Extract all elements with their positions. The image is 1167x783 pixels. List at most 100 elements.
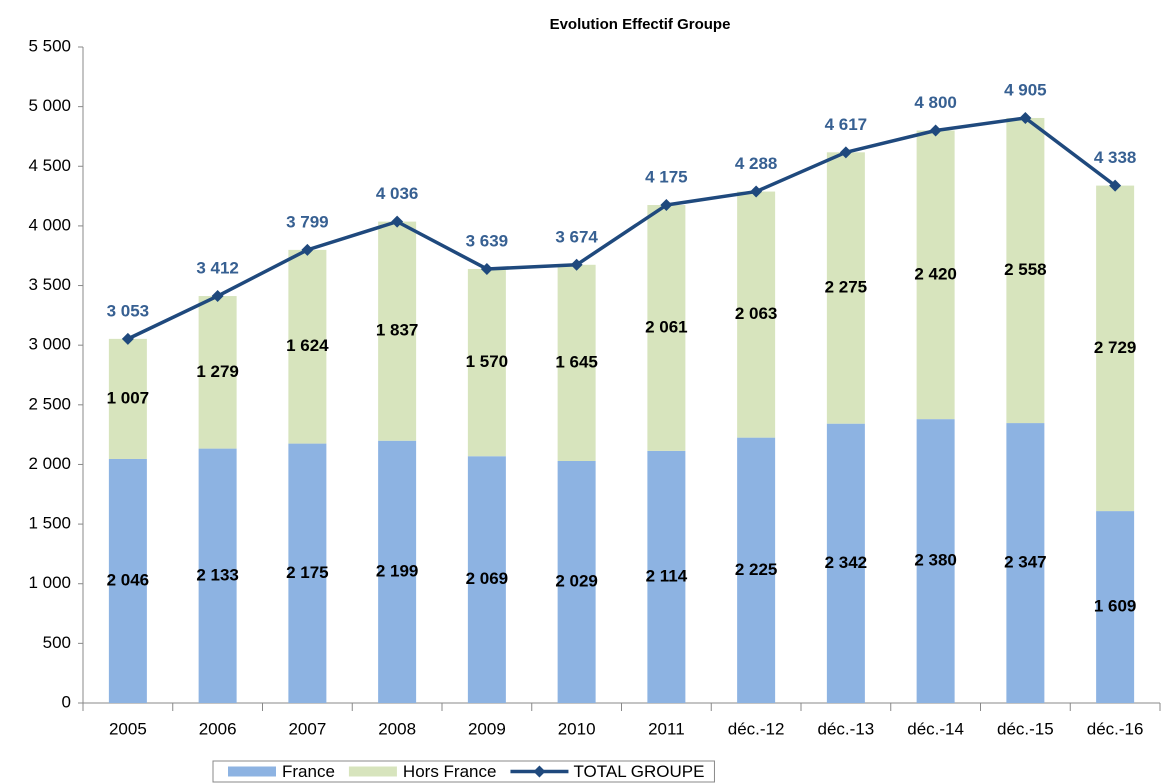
- bar-label: 1 624: [286, 336, 329, 355]
- total-label: 4 905: [1004, 80, 1047, 99]
- x-tick-label: 2008: [378, 719, 416, 738]
- bar-label: 2 069: [466, 569, 509, 588]
- line-marker: [750, 185, 763, 198]
- bar-segment: [467, 456, 506, 703]
- bar-label: 2 729: [1094, 338, 1137, 357]
- legend-swatch-marker: [533, 765, 546, 778]
- line-marker: [301, 243, 314, 256]
- legend-swatch: [228, 766, 276, 777]
- bar-segment: [826, 152, 865, 424]
- bar-segment: [916, 130, 955, 420]
- bar-label: 1 837: [376, 321, 419, 340]
- y-tick-label: 5 500: [28, 36, 71, 55]
- x-tick-label: déc.-12: [728, 719, 785, 738]
- total-label: 4 175: [645, 168, 688, 187]
- y-tick-label: 500: [43, 633, 71, 652]
- total-label: 4 338: [1094, 148, 1137, 167]
- bar-label: 1 279: [196, 362, 239, 381]
- bar-segment: [108, 458, 147, 703]
- chart-title: Evolution Effectif Groupe: [550, 16, 731, 33]
- x-tick-label: 2006: [199, 719, 237, 738]
- bar-segment: [288, 249, 327, 444]
- bar-segment: [737, 437, 776, 703]
- bar-segment: [198, 296, 237, 449]
- line: [127, 116, 1117, 341]
- legend-label: TOTAL GROUPE: [573, 762, 704, 781]
- line-marker: [121, 332, 134, 345]
- y-tick-label: 3 000: [28, 335, 71, 354]
- bar-label: 2 133: [196, 565, 239, 584]
- line-marker: [660, 199, 673, 212]
- line-marker: [1019, 111, 1032, 124]
- x-tick-label: déc.-14: [907, 719, 964, 738]
- total-label: 4 617: [825, 115, 868, 134]
- y-tick-label: 4 000: [28, 215, 71, 234]
- bar-segment: [737, 191, 776, 438]
- bar-segment: [288, 443, 327, 703]
- y-tick-label: 2 000: [28, 454, 71, 473]
- legend-label: France: [282, 762, 335, 781]
- total-label: 3 639: [466, 231, 509, 250]
- total-label: 4 288: [735, 154, 778, 173]
- bar-label: 1 609: [1094, 597, 1137, 616]
- bar-label: 2 380: [914, 551, 957, 570]
- bar-label: 2 347: [1004, 553, 1047, 572]
- bar-segment: [1006, 423, 1045, 703]
- line-marker: [480, 262, 493, 275]
- bar-label: 2 225: [735, 560, 778, 579]
- y-tick-label: 4 500: [28, 156, 71, 175]
- total-label: 4 800: [914, 93, 957, 112]
- x-tick-label: déc.-13: [818, 719, 875, 738]
- x-tick-label: 2009: [468, 719, 506, 738]
- bar-label: 2 175: [286, 563, 329, 582]
- legend-swatch: [348, 766, 397, 777]
- line-marker: [1109, 179, 1122, 192]
- bar-label: 2 061: [645, 317, 688, 336]
- bar-segment: [467, 268, 506, 457]
- line-marker: [929, 124, 942, 137]
- line-marker: [391, 215, 404, 228]
- bar-segment: [108, 338, 147, 459]
- bar-segment: [826, 423, 865, 703]
- bar-segment: [378, 440, 417, 703]
- legend-label: Hors France: [403, 762, 497, 781]
- x-tick-label: 2010: [558, 719, 596, 738]
- bar-label: 2 342: [825, 553, 868, 572]
- line-marker: [211, 290, 224, 303]
- bar-segment: [557, 460, 596, 703]
- bar-segment: [647, 205, 686, 451]
- bar-segment: [1096, 511, 1135, 703]
- bar-label: 2 114: [646, 566, 688, 585]
- bar-segment: [198, 448, 237, 703]
- x-tick-label: déc.-15: [997, 719, 1054, 738]
- bar-label: 1 645: [555, 352, 598, 371]
- bar-segment: [378, 221, 417, 441]
- y-tick-label: 5 000: [28, 96, 71, 115]
- x-tick-label: 2007: [288, 719, 326, 738]
- bar-label: 2 558: [1004, 260, 1047, 279]
- line-marker: [570, 258, 583, 271]
- bar-label: 2 420: [914, 264, 957, 283]
- bar-segment: [1096, 185, 1135, 512]
- bar-segment: [647, 450, 686, 703]
- bar-segment: [1006, 117, 1045, 424]
- y-tick-label: 0: [62, 692, 71, 711]
- bar-label: 1 570: [466, 352, 509, 371]
- bar-segment: [916, 419, 955, 703]
- y-tick-label: 1 000: [28, 573, 71, 592]
- y-tick-label: 2 500: [28, 394, 71, 413]
- bar-segment: [557, 264, 596, 461]
- total-label: 3 799: [286, 212, 329, 231]
- legend-box: [212, 760, 715, 783]
- y-tick-label: 1 500: [28, 514, 71, 533]
- bar-label: 2 029: [555, 571, 598, 590]
- bar-label: 2 046: [107, 570, 150, 589]
- y-tick-label: 3 500: [28, 275, 71, 294]
- bar-label: 2 199: [376, 561, 419, 580]
- bar-label: 2 275: [825, 277, 868, 296]
- total-label: 3 412: [196, 259, 239, 278]
- x-tick-label: 2005: [109, 719, 147, 738]
- total-label: 4 036: [376, 184, 419, 203]
- bar-label: 1 007: [107, 388, 150, 407]
- total-label: 3 674: [555, 227, 598, 246]
